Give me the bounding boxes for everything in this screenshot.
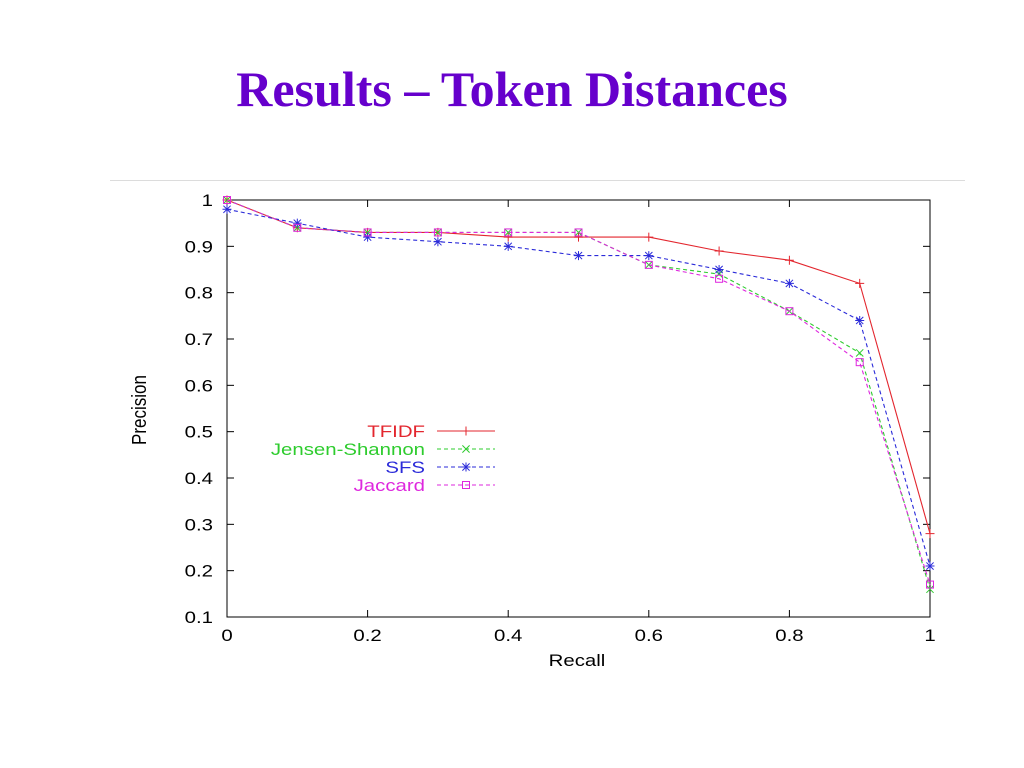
y-tick-label: 0.2 [185,561,213,580]
data-point-tfidf [784,255,794,265]
x-tick-label: 0.4 [494,626,522,645]
legend-label-tfidf: TFIDF [367,422,425,441]
data-point-jensen-shannon [574,228,583,237]
data-point-jaccard [574,228,583,237]
x-tick-label: 0.2 [353,626,381,645]
axes: 0.1 0.2 0.3 0.4 0.5 0.6 0.7 0.8 0.9 1 0 0.2 0.4 0.6 0.… [185,191,936,645]
data-point-jaccard [433,228,442,237]
x-axis-label: Recall [549,651,606,670]
y-tick-label: 0.4 [185,469,213,488]
y-tick-label: 0.6 [185,376,213,395]
data-point-sfs [784,278,794,288]
data-point-jensen-shannon [926,585,934,594]
data-point-sfs [503,241,513,251]
data-point-jaccard [715,274,724,283]
data-point-tfidf [925,529,935,539]
y-tick-label: 1 [202,191,213,210]
data-point-jaccard [223,196,231,204]
y-tick-label: 0.3 [185,515,213,534]
data-point-sfs [855,315,865,325]
plot-frame [226,199,931,618]
y-tick-label: 0.9 [185,237,213,256]
legend-marker-jaccard [462,481,470,489]
y-axis-label: Precision [128,375,151,445]
x-tick-label: 0.6 [635,626,663,645]
chart-canvas: 0.1 0.2 0.3 0.4 0.5 0.6 0.7 0.8 0.9 1 0 0.2 0.4 0.6 0.… [128,191,936,670]
precision-recall-chart: 0.1 0.2 0.3 0.4 0.5 0.6 0.7 0.8 0.9 1 0 0.2 0.4 0.6 0.… [100,185,980,685]
legend-label-sfs: SFS [385,458,425,477]
data-point-sfs [925,561,935,571]
data-point-sfs [644,251,654,261]
legend-marker-tfidf [461,426,471,436]
data-point-jaccard [293,223,302,232]
data-point-jensen-shannon [504,228,513,237]
x-tick-label: 0 [221,626,232,645]
y-tick-label: 0.5 [185,422,213,441]
data-point-tfidf [503,232,513,242]
legend-marker-sfs [461,462,471,472]
series-layer [222,195,935,594]
data-point-sfs [714,265,724,274]
x-tick-label: 0.8 [775,626,803,645]
data-point-sfs [363,232,373,242]
data-point-jaccard [785,307,794,316]
y-tick-label: 0.7 [185,330,213,349]
data-point-jensen-shannon [433,228,442,237]
y-tick-label: 0.1 [185,608,213,627]
data-point-sfs [433,237,443,247]
legend-label-jensen-shannon: Jensen-Shannon [271,440,425,459]
data-point-jaccard [644,260,653,269]
data-point-sfs [574,251,583,261]
x-tick-label: 1 [924,626,935,645]
data-point-sfs [292,218,302,228]
data-point-jaccard [504,228,513,237]
data-point-tfidf [644,232,654,242]
data-point-jaccard [926,580,934,589]
data-point-sfs [222,204,232,214]
data-point-jaccard [855,358,864,367]
data-point-tfidf [855,278,865,288]
data-point-jaccard [363,228,372,237]
legend-label-jaccard: Jaccard [354,476,425,495]
data-point-tfidf [574,232,583,242]
data-point-jensen-shannon [855,348,864,357]
data-point-tfidf [714,246,724,256]
series-line-tfidf [226,199,931,534]
series-line-jaccard [226,199,931,585]
title-divider [110,180,965,181]
legend-marker-jensen-shannon [462,445,470,453]
series-line-sfs [226,208,931,567]
slide-title: Results – Token Distances [236,61,788,117]
y-tick-label: 0.8 [185,283,213,302]
